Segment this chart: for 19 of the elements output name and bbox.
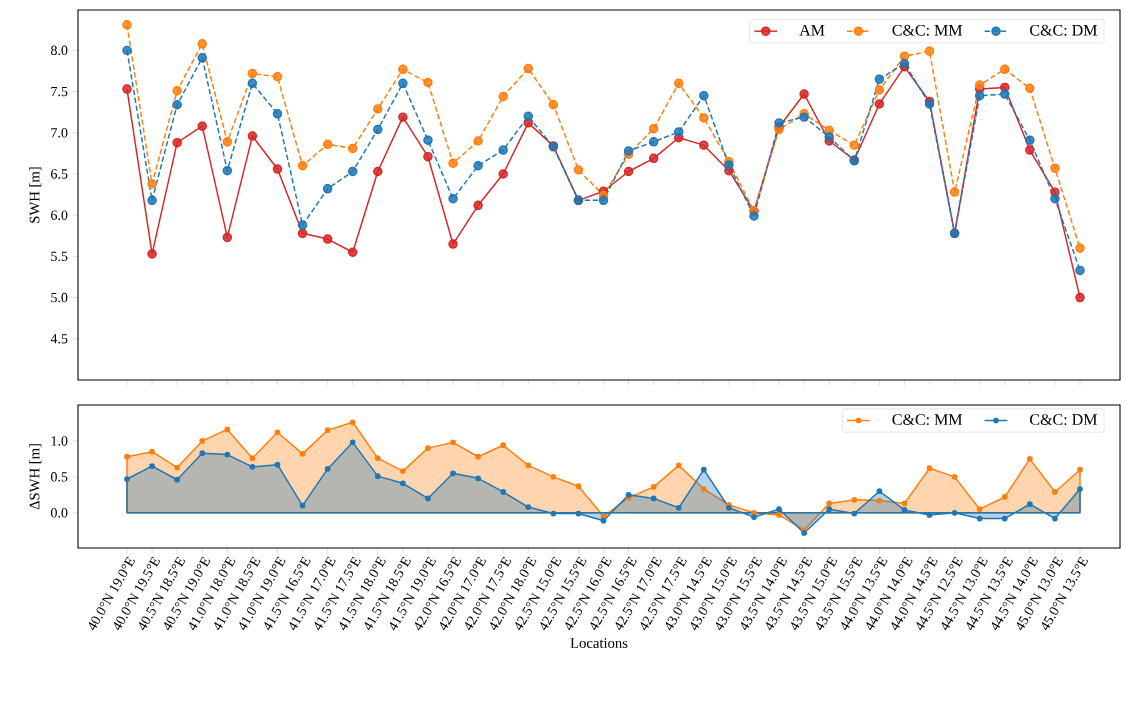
y-tick-label: 0.5: [50, 472, 68, 482]
y-axis-title: SWH [m]: [29, 167, 42, 223]
y-tick-label: 7.5: [51, 86, 68, 97]
y-tick-label: 8.0: [50, 45, 68, 56]
legend-label: AM: [799, 24, 825, 36]
legend-label: C&C: DM: [1030, 414, 1097, 426]
legend-label: C&C: DM: [1030, 24, 1097, 36]
legend-label: C&C: MM: [892, 24, 963, 36]
y-tick-label: 1.0: [51, 436, 68, 446]
y-tick-label: 6.0: [51, 210, 68, 220]
y-tick-label: 5.0: [51, 292, 68, 303]
legend-label: C&C: MM: [892, 414, 963, 426]
y-axis-title: ΔSWH [m]: [29, 444, 42, 510]
y-tick-label: 6.5: [51, 169, 68, 179]
y-tick-label: 5.5: [51, 251, 68, 262]
y-tick-label: 4.5: [50, 334, 68, 344]
y-tick-label: 7.0: [51, 128, 68, 138]
y-tick-label: 0.0: [50, 508, 68, 518]
x-axis-title: Locations: [570, 638, 628, 648]
